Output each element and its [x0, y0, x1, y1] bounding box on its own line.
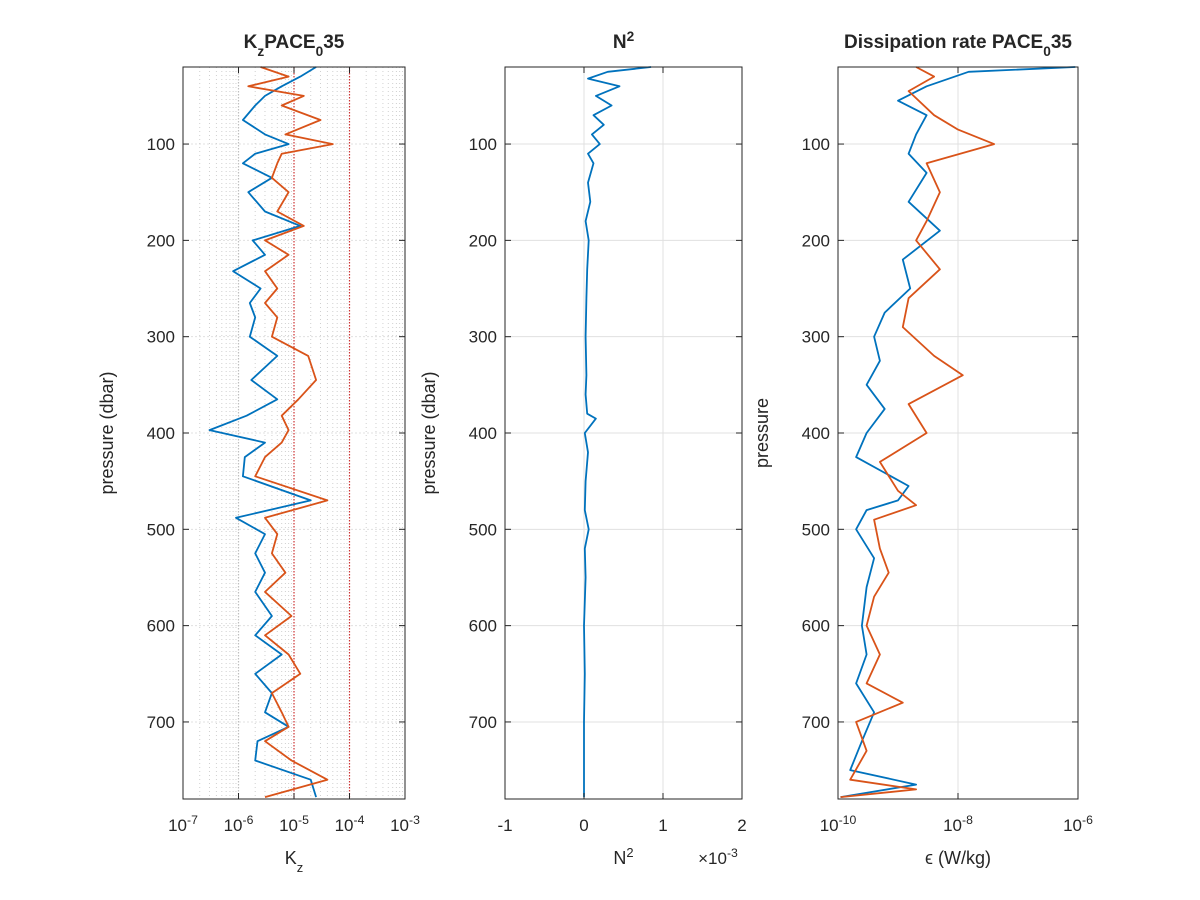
chart-title: N2: [613, 29, 635, 54]
y-tick-label: 200: [469, 231, 497, 250]
grid: [183, 67, 405, 799]
y-tick-label: 600: [469, 617, 497, 636]
n2-panel: 100 200 300 400 500 600 700 -1 0 1 2 N2 N2 ×10-3 press…: [419, 29, 747, 869]
y-tick-label: 700: [147, 713, 175, 732]
y-tick-label: 100: [147, 135, 175, 154]
y-tick-label: 600: [802, 617, 830, 636]
y-tick-label: 200: [802, 231, 830, 250]
y-tick-label: 400: [802, 424, 830, 443]
y-tick-label: 500: [802, 520, 830, 539]
x-tick-label: 10-5: [279, 813, 309, 835]
series-line-2: [840, 66, 995, 798]
y-tick-label: 500: [147, 520, 175, 539]
y-tick-label: 400: [469, 424, 497, 443]
x-tick-label: 1: [658, 816, 667, 835]
y-tick-label: 500: [469, 520, 497, 539]
x-tick-label: 10-10: [820, 813, 857, 835]
y-tick-label: 300: [469, 328, 497, 347]
x-tick-label: -1: [497, 816, 512, 835]
epsilon-panel: 100 200 300 400 500 600 700 10-10 10-8 10-6 Dissip…: [752, 32, 1093, 868]
y-tick-label: 100: [802, 135, 830, 154]
x-tick-label: 10-8: [943, 813, 973, 835]
y-tick-label: 700: [802, 713, 830, 732]
x-axis-label: ϵ (W/kg): [925, 848, 991, 868]
y-axis-label: pressure (dbar): [97, 371, 117, 494]
series-group: [208, 66, 334, 798]
x-tick-label: 10-6: [224, 813, 254, 835]
series-line-1: [208, 66, 317, 798]
y-tick-label: 300: [802, 328, 830, 347]
x-exponent-label: ×10-3: [698, 846, 738, 868]
x-axis-label: N2: [613, 845, 633, 869]
y-tick-label: 400: [147, 424, 175, 443]
x-tick-label: 10-4: [335, 813, 365, 835]
series-line-1: [583, 66, 652, 798]
x-tick-label: 10-6: [1063, 813, 1093, 835]
y-tick-label: 100: [469, 135, 497, 154]
x-tick-label: 10-3: [390, 813, 420, 835]
series-line-2: [247, 66, 334, 798]
y-tick-label: 700: [469, 713, 497, 732]
series-line-1: [840, 66, 1076, 798]
x-tick-label: 10-7: [168, 813, 198, 835]
x-tick-label: 2: [737, 816, 746, 835]
x-tick-label: 0: [579, 816, 588, 835]
series-group: [840, 66, 1076, 798]
chart-title: Dissipation rate PACE035: [844, 32, 1072, 59]
y-tick-label: 600: [147, 617, 175, 636]
y-axis-label: pressure: [752, 398, 772, 468]
series-group: [583, 66, 652, 798]
y-axis-label: pressure (dbar): [419, 371, 439, 494]
x-axis-label: Kz: [285, 848, 304, 875]
y-tick-label: 300: [147, 328, 175, 347]
kz-panel: 100 200 300 400 500 600 700 10-7 10-6 10-5 10-4 10-…: [97, 32, 420, 875]
chart-title: KzPACE035: [244, 32, 345, 59]
y-tick-label: 200: [147, 231, 175, 250]
